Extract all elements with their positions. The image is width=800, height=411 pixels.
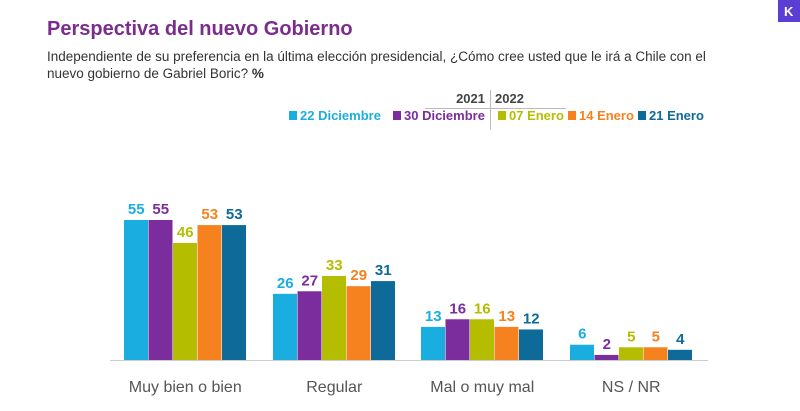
bar [197,225,222,360]
data-label: 16 [449,300,466,317]
bar [421,326,445,360]
legend-label: 07 Enero [509,108,564,123]
chart-title: Perspectiva del nuevo Gobierno [47,18,353,40]
bar [322,276,346,360]
data-label: 29 [350,267,367,284]
bar [519,329,543,360]
bar [148,220,173,360]
legend-label: 14 Enero [579,108,634,123]
legend-swatch [568,111,576,120]
legend-swatch [498,111,506,120]
bar [619,347,643,360]
data-label: 13 [425,308,442,325]
data-label: 53 [201,206,218,223]
year-label: 2021 [456,91,485,106]
data-label: 55 [152,201,169,218]
category-label: Muy bien o bien [129,379,242,396]
bar [643,347,668,360]
data-label: 53 [226,206,243,223]
bar [494,326,519,360]
data-label: 5 [652,328,660,345]
bar [124,220,148,360]
bar [371,281,395,360]
unit-label: % [251,66,264,81]
category-label: NS / NR [602,379,661,396]
data-label: 6 [578,326,586,343]
bar [346,286,371,360]
legend-swatch [638,111,646,120]
legend-label: 21 Enero [649,108,704,123]
bar [273,293,297,360]
data-label: 16 [474,300,491,317]
category-label: Mal o muy mal [430,379,534,396]
data-label: 2 [603,336,611,353]
bar [570,344,594,360]
bar [470,319,494,360]
data-label: 46 [177,224,194,241]
legend-swatch [393,111,401,120]
data-label: 26 [277,275,294,292]
year-label: 2022 [495,91,524,106]
legend-label: 22 Diciembre [300,108,381,123]
data-label: 27 [301,272,318,289]
data-label: 31 [375,262,392,279]
subtitle-text: Independiente de su preferencia en la úl… [47,49,706,81]
bar [668,349,692,360]
bar [222,225,246,360]
data-label: 13 [498,308,515,325]
bar [173,242,197,360]
legend-swatch [289,111,297,120]
data-label: 5 [627,328,635,345]
data-label: 12 [523,310,540,327]
legend-label: 30 Diciembre [404,108,485,123]
corner-logo: K [778,0,800,22]
chart-subtitle: Independiente de su preferencia en la úl… [47,48,737,82]
data-label: 33 [326,257,343,274]
bar [445,319,470,360]
bar [594,354,619,360]
bar [297,291,322,360]
data-label: 4 [676,331,685,348]
category-label: Regular [306,379,363,396]
data-label: 55 [128,201,145,218]
